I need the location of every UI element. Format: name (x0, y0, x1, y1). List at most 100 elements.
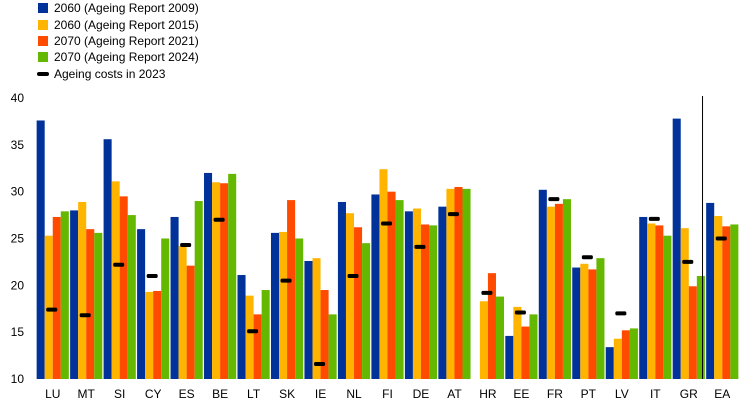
x-tick-label-ee: EE (513, 387, 529, 401)
legend-item-series-1: 2060 (Ageing Report 2015) (38, 16, 199, 32)
y-tick-label: 25 (11, 232, 25, 246)
bar-pt-series-3 (596, 258, 605, 379)
bar-cy-series-1 (145, 291, 154, 379)
x-tick-label-pt: PT (581, 387, 597, 401)
bar-de-series-2 (420, 224, 430, 379)
bar-ie-series-2 (320, 290, 329, 379)
marker-it (648, 216, 660, 221)
x-tick-label-sk: SK (279, 387, 295, 401)
bar-de-series-3 (429, 225, 438, 379)
bar-lu-series-2 (52, 216, 61, 379)
marker-cy (146, 273, 158, 278)
y-tick-label: 35 (11, 138, 25, 152)
bar-de-series-0 (404, 211, 413, 379)
y-tick-label: 15 (11, 325, 25, 339)
legend-swatch-series-1 (38, 19, 48, 30)
bar-es-series-1 (178, 245, 187, 379)
x-tick-label-si: SI (114, 387, 125, 401)
bar-gr-series-1 (680, 228, 689, 379)
bar-ie-series-1 (312, 258, 321, 379)
marker-si (113, 262, 125, 267)
bar-lu-series-1 (44, 235, 53, 379)
marker-lu (46, 307, 58, 312)
bar-cy-series-2 (153, 290, 162, 379)
bar-si-series-1 (111, 181, 120, 379)
x-tick-label-es: ES (179, 387, 195, 401)
bar-ie-series-3 (328, 314, 337, 379)
bar-cy-series-0 (137, 229, 146, 379)
marker-at (447, 212, 459, 217)
legend-item-marker: Ageing costs in 2023 (37, 66, 199, 82)
bar-be-series-2 (220, 183, 229, 379)
bar-ea-series-3 (730, 224, 739, 379)
y-tick-label: 40 (11, 91, 25, 105)
legend-item-series-0: 2060 (Ageing Report 2009) (38, 0, 199, 16)
bar-it-series-0 (639, 216, 648, 379)
bar-it-series-2 (655, 225, 664, 379)
bar-lt-series-2 (253, 314, 262, 379)
bar-sk-series-2 (287, 200, 296, 379)
bar-it-series-3 (663, 235, 672, 379)
bar-sk-series-3 (295, 238, 304, 379)
legend-label-series-1: 2060 (Ageing Report 2015) (54, 17, 199, 32)
x-tick-label-lu: LU (45, 387, 60, 401)
x-tick-label-ea: EA (714, 387, 730, 401)
bar-it-series-1 (647, 223, 656, 379)
bar-mt-series-1 (78, 201, 87, 379)
marker-de (414, 244, 426, 249)
x-tick-label-de: DE (413, 387, 430, 401)
bar-fi-series-0 (371, 194, 380, 379)
bar-nl-series-0 (337, 201, 346, 379)
x-tick-label-mt: MT (78, 387, 96, 401)
y-tick-label: 10 (11, 372, 25, 386)
bar-fr-series-0 (538, 189, 547, 379)
x-tick-label-at: AT (447, 387, 462, 401)
bar-nl-series-1 (345, 213, 355, 379)
bar-nl-series-2 (354, 227, 363, 379)
bar-hr-series-1 (479, 301, 488, 379)
bar-hr-series-2 (487, 273, 496, 379)
bar-ea-series-1 (714, 216, 723, 379)
bar-mt-series-2 (86, 229, 95, 379)
bar-fi-series-2 (387, 191, 396, 379)
marker-es (180, 243, 192, 248)
bar-lt-series-0 (237, 275, 246, 379)
marker-ee (514, 310, 526, 315)
bar-ea-series-0 (706, 202, 715, 379)
bar-be-series-3 (228, 173, 237, 379)
bar-sk-series-1 (279, 231, 288, 379)
bar-fr-series-2 (554, 203, 563, 379)
bar-si-series-0 (103, 139, 112, 379)
x-tick-label-ie: IE (315, 387, 326, 401)
bar-de-series-1 (412, 208, 421, 379)
x-tick-label-it: IT (650, 387, 661, 401)
bar-si-series-3 (127, 215, 136, 379)
bar-ee-series-0 (505, 335, 514, 379)
bar-pt-series-0 (572, 267, 581, 379)
x-tick-label-nl: NL (346, 387, 362, 401)
bar-cy-series-3 (161, 238, 170, 379)
legend-label-series-3: 2070 (Ageing Report 2024) (54, 50, 199, 65)
bar-pt-series-1 (580, 263, 589, 379)
bar-ie-series-0 (304, 260, 313, 379)
bar-lt-series-1 (245, 295, 254, 379)
bar-mt-series-3 (94, 232, 103, 379)
bar-fi-series-3 (395, 200, 404, 379)
x-tick-label-hr: HR (479, 387, 497, 401)
bar-at-series-2 (454, 186, 463, 379)
legend-item-series-3: 2070 (Ageing Report 2024) (38, 49, 199, 65)
x-tick-label-be: BE (212, 387, 228, 401)
bar-lv-series-2 (621, 330, 630, 379)
bar-lv-series-0 (605, 347, 614, 379)
legend-label-marker: Ageing costs in 2023 (54, 66, 166, 81)
bar-si-series-2 (119, 196, 128, 379)
bar-hr-series-3 (495, 296, 505, 379)
marker-nl (347, 273, 359, 278)
bar-es-series-3 (194, 201, 203, 379)
marker-sk (280, 278, 292, 283)
marker-lt (247, 329, 259, 334)
y-tick-label: 20 (11, 278, 25, 292)
marker-gr (682, 259, 694, 264)
x-tick-label-fr: FR (547, 387, 563, 401)
bar-ee-series-3 (529, 314, 538, 379)
